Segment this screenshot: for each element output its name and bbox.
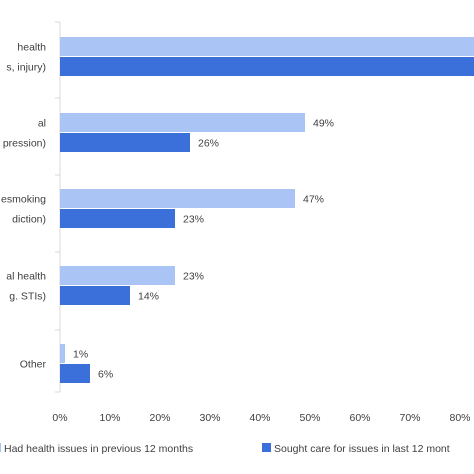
category-label: health xyxy=(17,42,46,54)
data-label: 23% xyxy=(183,271,204,283)
data-label: 23% xyxy=(183,214,204,226)
x-tick-label: 0% xyxy=(52,412,67,424)
x-tick-label: 60% xyxy=(349,412,370,424)
category-label: al health xyxy=(6,271,46,283)
bar-sought-care xyxy=(60,286,130,305)
data-label: 1% xyxy=(73,349,88,361)
bar-had-issues xyxy=(60,189,295,208)
x-tick-label: 50% xyxy=(299,412,320,424)
category-label: al xyxy=(38,118,46,130)
legend-label: Sought care for issues in last 12 mont xyxy=(274,443,450,455)
legend-swatch xyxy=(262,443,271,452)
category-label: s, injury) xyxy=(6,62,46,74)
bar-had-issues xyxy=(60,344,65,363)
bar-had-issues xyxy=(60,37,474,56)
category-label: pression) xyxy=(3,138,46,150)
x-tick-label: 70% xyxy=(399,412,420,424)
x-tick-label: 20% xyxy=(149,412,170,424)
x-tick-label: 80% xyxy=(449,412,470,424)
category-label: g. STIs) xyxy=(9,291,46,303)
bar-sought-care xyxy=(60,209,175,228)
category-label: Other xyxy=(20,359,47,371)
data-label: 26% xyxy=(198,138,219,150)
data-label: 47% xyxy=(303,194,324,206)
category-label: esmoking xyxy=(1,194,46,206)
data-label: 6% xyxy=(98,369,113,381)
bar-sought-care xyxy=(60,57,474,76)
legend-swatch xyxy=(0,443,1,452)
legend-label: Had health issues in previous 12 months xyxy=(4,443,193,455)
bar-had-issues xyxy=(60,266,175,285)
bar-sought-care xyxy=(60,364,90,383)
data-label: 49% xyxy=(313,118,334,130)
data-label: 14% xyxy=(138,291,159,303)
x-tick-label: 40% xyxy=(249,412,270,424)
bar-sought-care xyxy=(60,133,190,152)
x-tick-label: 10% xyxy=(99,412,120,424)
bar-had-issues xyxy=(60,113,305,132)
x-tick-label: 30% xyxy=(199,412,220,424)
category-label: diction) xyxy=(12,214,46,226)
